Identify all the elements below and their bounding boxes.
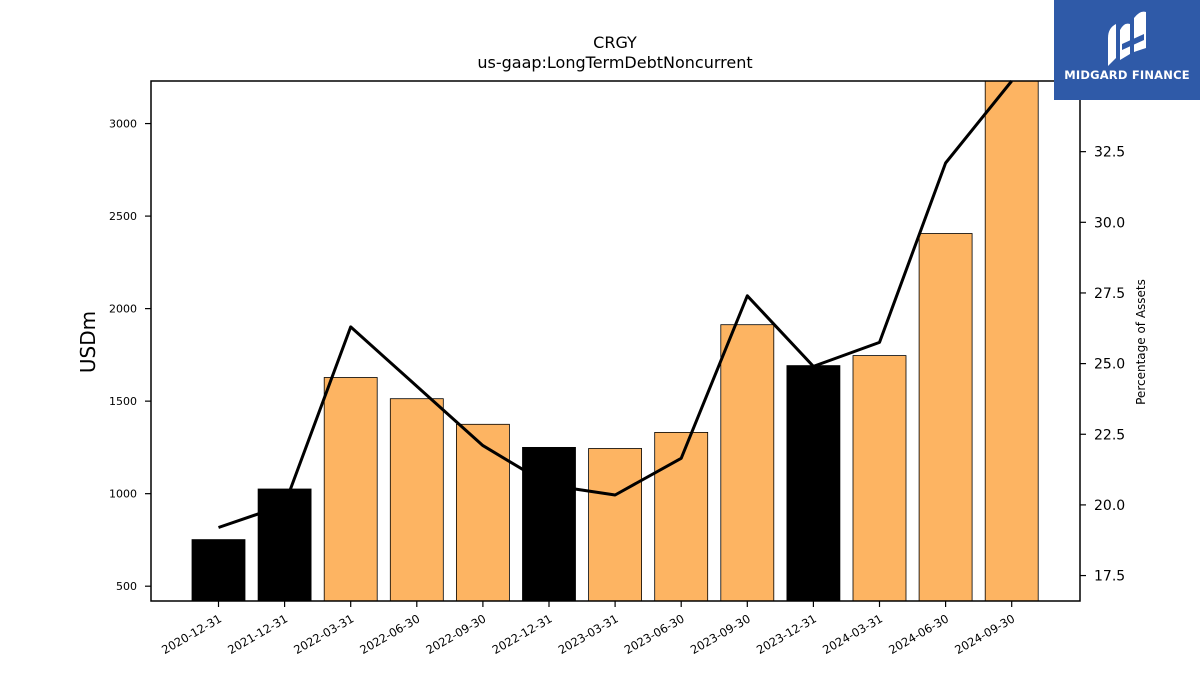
y2-tick-label: 22.5: [1094, 427, 1125, 443]
y-tick-label: 2000: [109, 303, 137, 316]
y-tick-label: 3000: [109, 118, 137, 131]
bar-2022-12-31: [522, 446, 576, 602]
y2-tick-label: 17.5: [1094, 569, 1125, 585]
x-tick-label: 2024-09-30: [952, 611, 1017, 657]
bar-2024-03-31: [852, 355, 907, 602]
x-tick-label: 2023-06-30: [622, 611, 687, 657]
x-tick-label: 2023-09-30: [688, 611, 753, 657]
y2-tick-label: 30.0: [1094, 215, 1125, 231]
brand-logo: MIDGARD FINANCE: [1054, 0, 1200, 100]
y-axis-label: USDm: [76, 311, 100, 373]
bar-2022-06-30: [389, 398, 444, 602]
y2-tick-label: 27.5: [1094, 286, 1125, 302]
x-tick-label: 2024-06-30: [886, 611, 951, 657]
y-tick-label: 1500: [109, 395, 137, 408]
x-tick-label: 2024-03-31: [820, 611, 885, 657]
x-tick-label: 2022-09-30: [424, 611, 489, 657]
y-tick-label: 2500: [109, 210, 137, 223]
bar-2023-12-31: [786, 365, 841, 602]
y2-tick-label: 32.5: [1094, 145, 1125, 161]
x-tick-label: 2022-06-30: [357, 611, 422, 657]
bar-2023-03-31: [588, 448, 642, 602]
percent-assets-line: [218, 80, 1013, 529]
bar-2023-06-30: [654, 431, 709, 602]
chart-subtitle: us-gaap:LongTermDebtNoncurrent: [477, 53, 752, 72]
bar-2023-09-30: [720, 324, 775, 602]
y-tick-label: 500: [116, 580, 137, 593]
bar-2022-09-30: [455, 423, 510, 602]
brand-logo-text: MIDGARD FINANCE: [1064, 68, 1190, 82]
x-tick-label: 2023-03-31: [556, 611, 621, 657]
x-tick-label: 2021-12-31: [225, 611, 290, 657]
bar-2021-12-31: [257, 488, 312, 602]
midgard-logo-icon: [1108, 11, 1146, 66]
y2-tick-label: 25.0: [1094, 357, 1125, 373]
x-tick-label: 2022-12-31: [490, 611, 555, 657]
chart-title: CRGY: [593, 33, 637, 52]
line-layer: [218, 80, 1013, 529]
y2-axis-label: Percentage of Assets: [1134, 279, 1148, 405]
bar-2020-12-31: [191, 539, 246, 602]
x-tick-label: 2020-12-31: [159, 611, 224, 657]
bar-2024-09-30: [984, 80, 1039, 602]
y2-tick-label: 20.0: [1094, 498, 1125, 514]
x-tick-label: 2023-12-31: [754, 611, 819, 657]
bars-layer: [191, 80, 1039, 602]
bar-2022-03-31: [323, 377, 378, 602]
x-tick-label: 2022-03-31: [291, 611, 356, 657]
y-tick-label: 1000: [109, 488, 137, 501]
bar-2024-06-30: [918, 233, 973, 602]
